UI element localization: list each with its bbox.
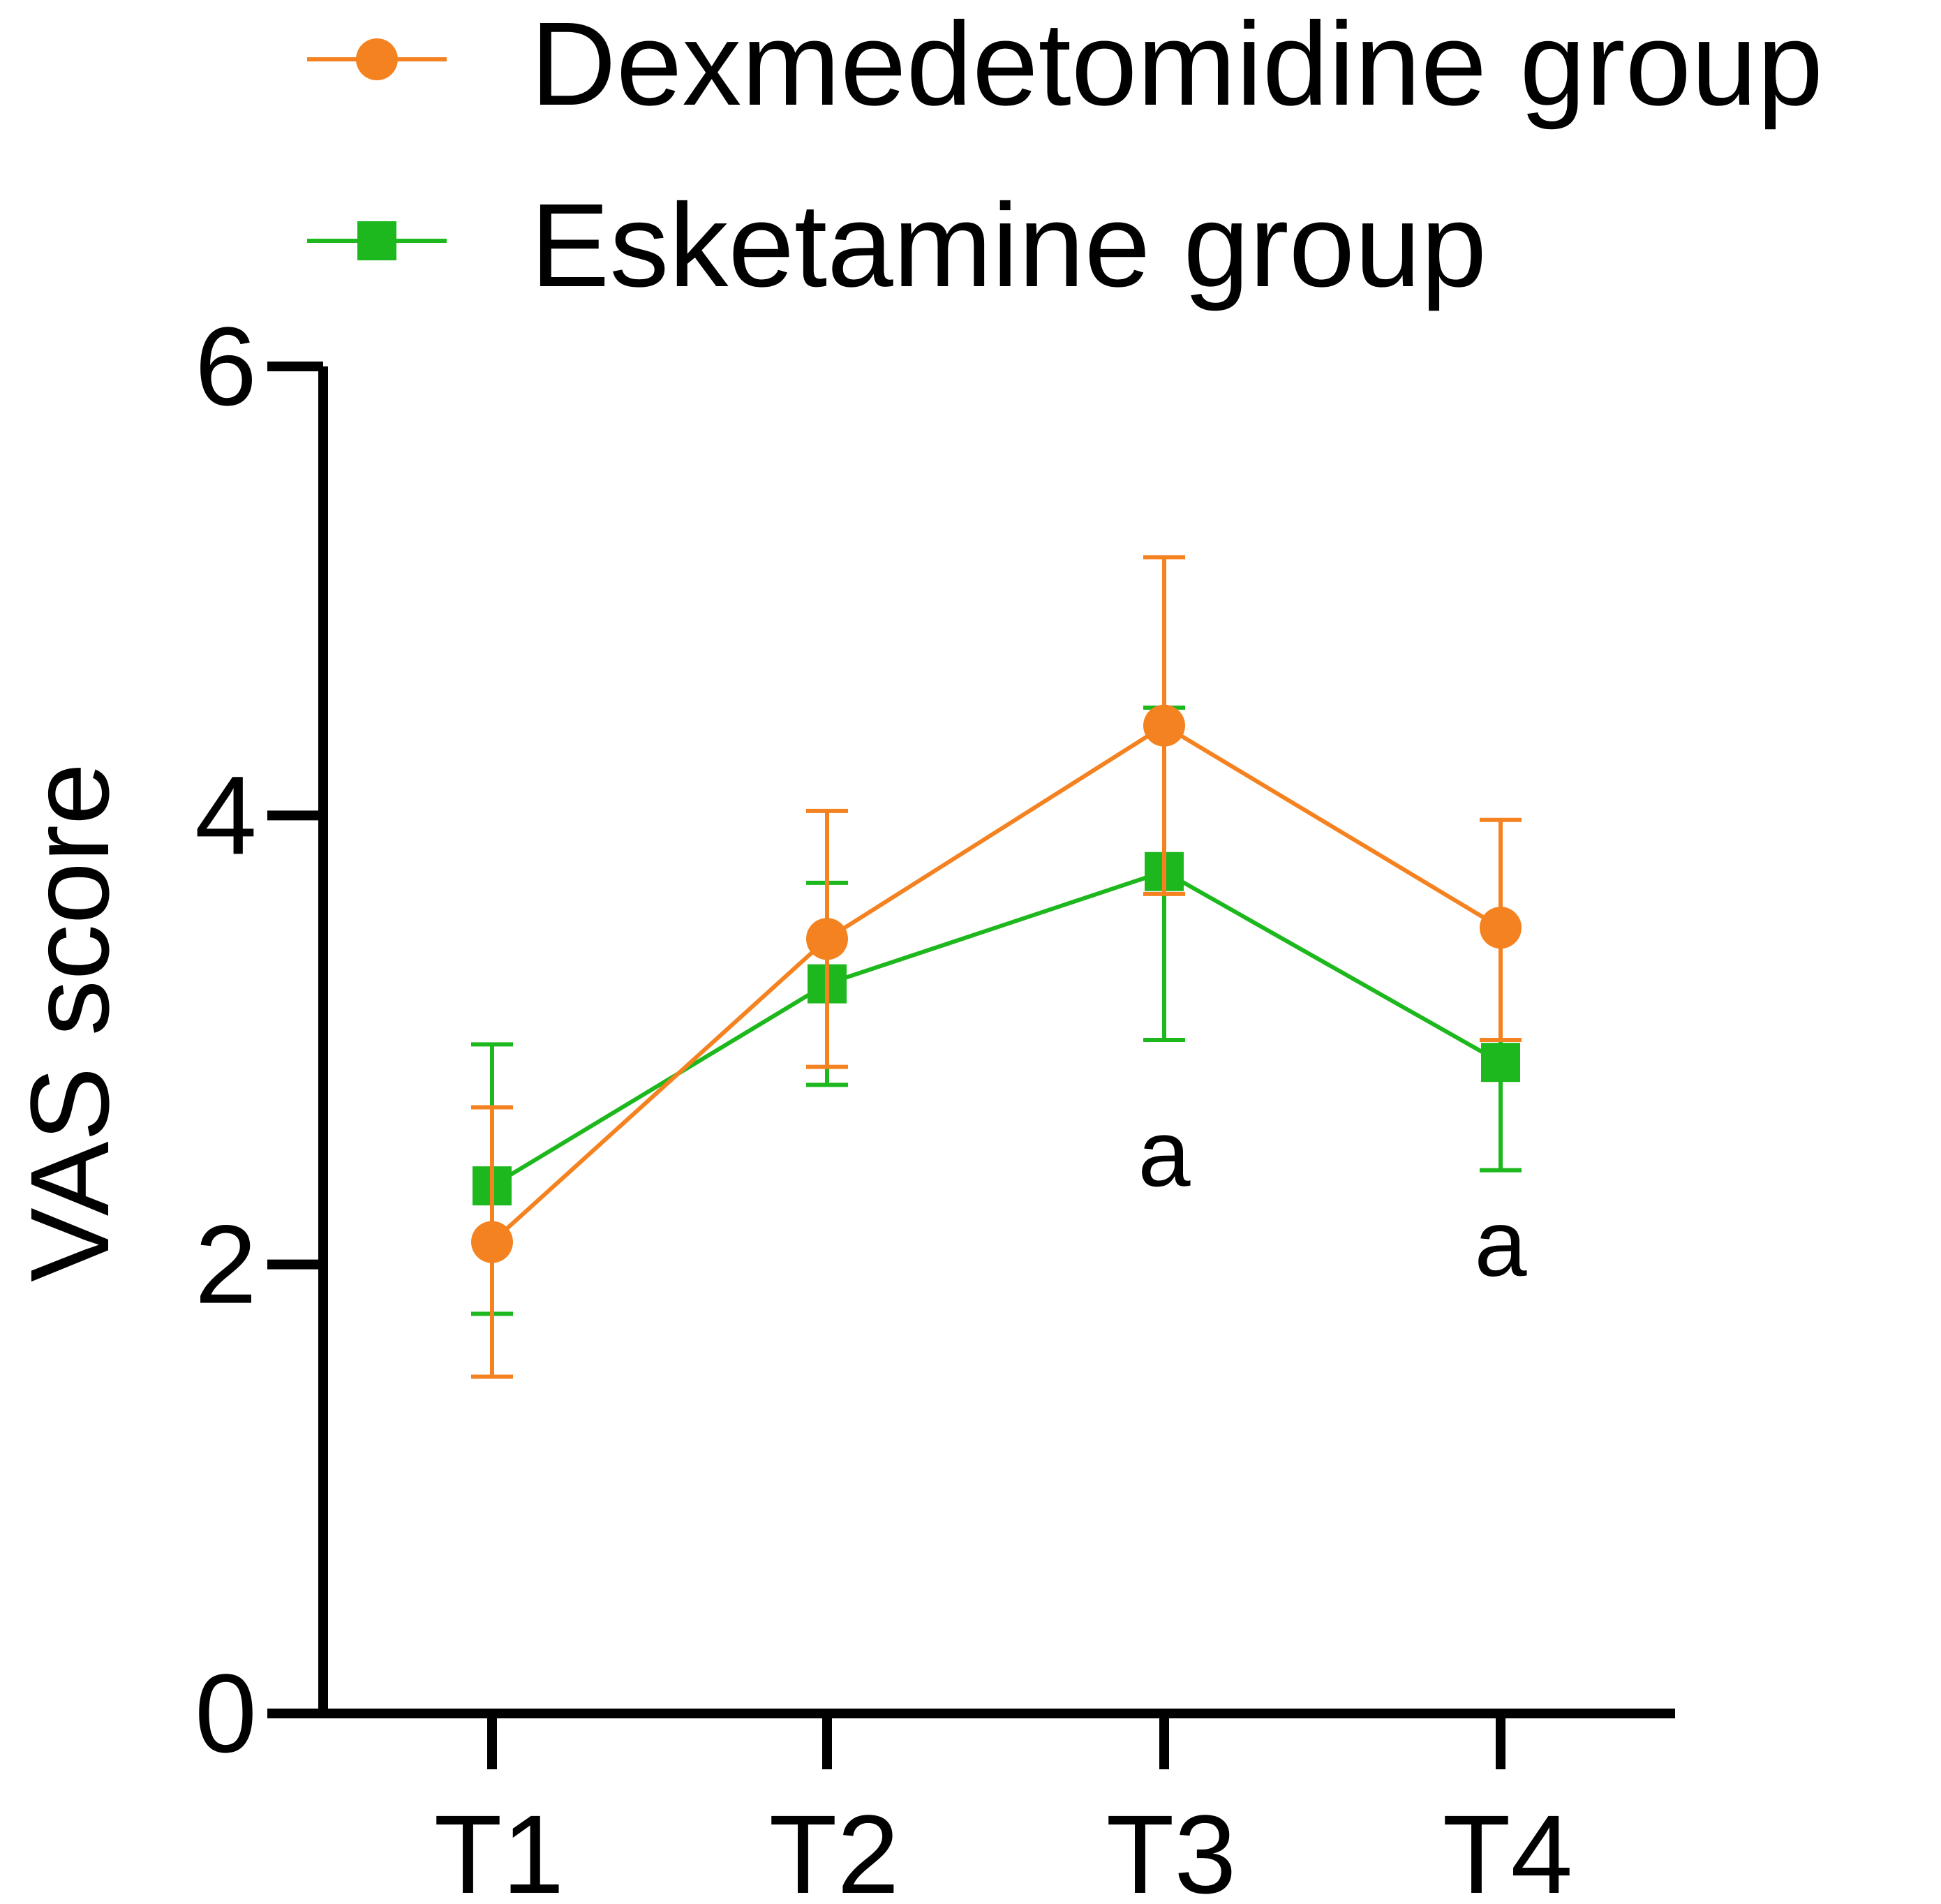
legend-label-esketamine: Esketamine group	[530, 179, 1487, 312]
y-axis-title: VAS score	[7, 763, 132, 1282]
y-ticks: 0 2 4 6	[195, 304, 323, 1776]
legend: Dexmedetomidine group Esketamine group	[307, 0, 1823, 312]
axes: 0 2 4 6 T1 T2 T3 T4 VAS score	[7, 304, 1675, 1904]
series-dexmedetomidine	[471, 555, 1522, 1379]
significance-label-T3: a	[1138, 1101, 1191, 1206]
x-tick-label-T4: T4	[1443, 1792, 1573, 1904]
series-line-esketamine	[491, 869, 1502, 1188]
data-point-dexmedetomidine-T1	[471, 1221, 513, 1263]
x-tick-label-T3: T3	[1106, 1792, 1237, 1904]
y-tick-label-0: 0	[195, 1651, 257, 1776]
data-point-dexmedetomidine-T3	[1143, 704, 1185, 747]
x-tick-label-T1: T1	[434, 1792, 565, 1904]
legend-item-esketamine: Esketamine group	[307, 179, 1487, 312]
data-point-esketamine-T4	[1481, 1043, 1520, 1083]
data-point-dexmedetomidine-T4	[1480, 907, 1522, 949]
y-tick-label-4: 4	[195, 752, 257, 877]
series-esketamine	[471, 705, 1522, 1316]
significance-label-T4: a	[1474, 1191, 1527, 1296]
legend-label-dexmedetomidine: Dexmedetomidine group	[530, 0, 1823, 131]
legend-marker-dexmedetomidine	[356, 38, 398, 80]
x-ticks: T1 T2 T3 T4	[434, 1713, 1573, 1904]
y-tick-label-6: 6	[195, 304, 257, 429]
series-line-dexmedetomidine	[490, 723, 1502, 1244]
annotation-layer: aa	[1138, 1101, 1527, 1296]
series-layer	[471, 555, 1522, 1379]
legend-marker-esketamine	[357, 221, 396, 260]
x-tick-label-T2: T2	[769, 1792, 900, 1904]
legend-item-dexmedetomidine: Dexmedetomidine group	[307, 0, 1823, 131]
y-tick-label-2: 2	[195, 1202, 257, 1327]
data-point-dexmedetomidine-T2	[806, 918, 848, 960]
